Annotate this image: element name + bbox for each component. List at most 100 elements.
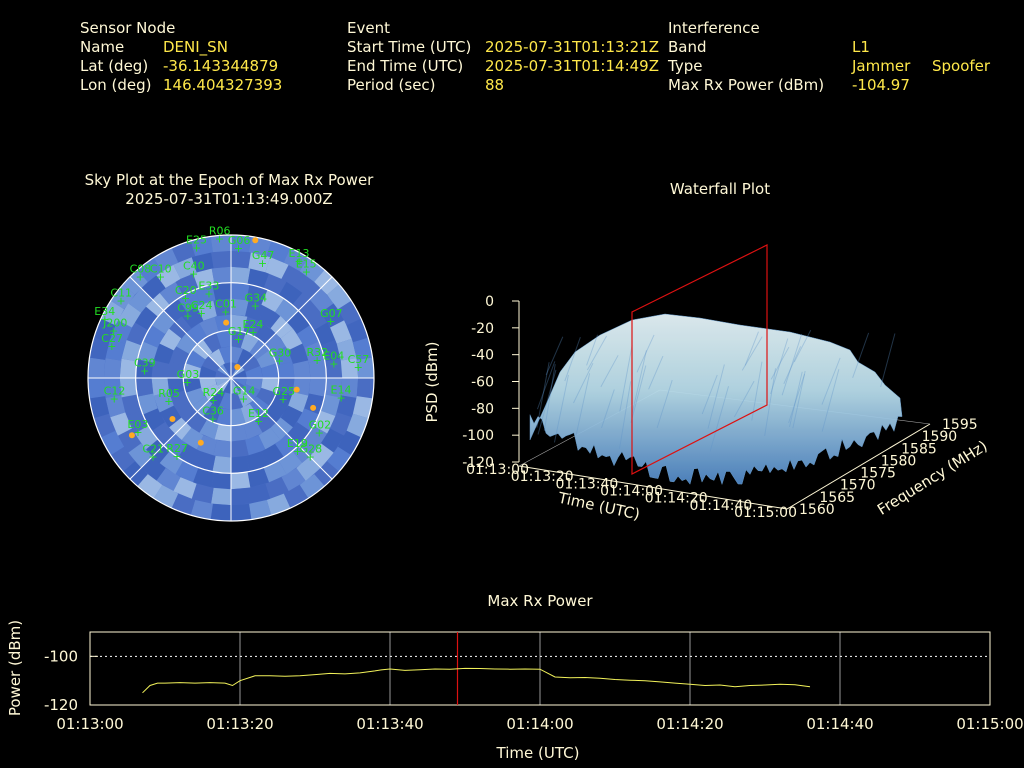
surface-shade [789, 371, 803, 427]
satellite-label: E24 [242, 318, 263, 331]
surface-shade [586, 334, 598, 366]
power-y-axis-label: Power (dBm) [6, 620, 24, 716]
satellite-marker: + [204, 288, 213, 301]
surface-shade [656, 379, 673, 429]
satellite-marker: + [234, 333, 243, 346]
lat-value: -36.143344879 [163, 57, 279, 75]
surface-shade [701, 374, 718, 415]
frequency-tick-label: 1580 [881, 453, 917, 469]
surface-shade [793, 329, 812, 363]
sensor-node-heading: Sensor Node [80, 19, 176, 37]
satellite-label: E15 [296, 257, 317, 270]
satellite-marker: + [306, 451, 315, 464]
satellite-label: E03 [127, 418, 148, 431]
satellite-label: C10 [150, 262, 172, 275]
satellite-label: C01 [215, 298, 237, 311]
lon-label: Lon (deg) [80, 76, 152, 94]
satellite-label: R06 [209, 225, 231, 238]
satellite-label: G28 [300, 443, 323, 456]
band-label: Band [668, 38, 707, 56]
surface-shade [821, 357, 841, 405]
start-time-value: 2025-07-31T01:13:21Z [485, 38, 659, 56]
satellite-label: G34 [245, 291, 268, 304]
satellite-marker: + [192, 242, 201, 255]
surface-shade [709, 386, 729, 452]
surface-shade [733, 380, 755, 418]
interference-point [310, 404, 317, 411]
power-y-tick-label: -100 [44, 647, 78, 665]
satellite-label: E34 [94, 305, 115, 318]
satellite-label: C40 [183, 259, 205, 272]
satellite-marker: + [337, 391, 346, 404]
surface-shade [648, 355, 664, 390]
time-tick-label: 01:14:40 [689, 498, 752, 514]
satellite-label: C11 [110, 287, 132, 300]
satellite-marker: + [312, 354, 321, 367]
surface-shade [545, 336, 564, 376]
time-tick-label: 01:13:20 [511, 469, 574, 485]
surface-shade [770, 338, 789, 395]
interference-point [128, 432, 135, 439]
satellite-label: C20 [175, 284, 197, 297]
surface-shade [553, 374, 569, 443]
satellite-marker: + [183, 310, 192, 323]
satellite-marker: + [258, 257, 267, 270]
z-tick-label: -80 [471, 401, 494, 417]
satellite-label: C27 [101, 332, 123, 345]
power-x-tick-label: 01:14:40 [806, 715, 873, 733]
satellite-label: G02 [309, 419, 332, 432]
satellite-label: R05 [158, 387, 180, 400]
satellite-label: C39 [134, 356, 156, 369]
end-time-value: 2025-07-31T01:14:49Z [485, 57, 659, 75]
satellite-marker: + [248, 326, 257, 339]
type-value-spoofer: Spoofer [932, 57, 991, 75]
sky-texture [88, 235, 374, 521]
satellite-marker: + [109, 324, 118, 337]
surface-shade [636, 334, 655, 373]
surface-shade [792, 370, 806, 429]
interference-heading: Interference [668, 19, 760, 37]
power-x-tick-label: 01:13:20 [206, 715, 273, 733]
satellite-label: C24 [191, 299, 213, 312]
skyplot-title: Sky Plot at the Epoch of Max Rx Power [84, 171, 374, 189]
surface-shade [852, 332, 870, 379]
z-tick-label: -100 [462, 428, 494, 444]
satellite-marker: + [133, 426, 142, 439]
satellite-marker: + [140, 364, 149, 377]
satellite-marker: + [116, 295, 125, 308]
satellite-marker: + [329, 358, 338, 371]
satellite-marker: + [254, 415, 263, 428]
satellite-label: G07 [320, 307, 343, 320]
time-tick-label: 01:15:00 [734, 505, 797, 521]
surface-shade [788, 373, 806, 424]
surface-shade [880, 333, 896, 388]
surface-shade [586, 335, 607, 371]
satellite-label: J200 [102, 316, 127, 329]
time-tick-label: 01:14:20 [645, 491, 708, 507]
satellite-label: C57 [348, 353, 370, 366]
satellite-marker: + [197, 307, 206, 320]
satellite-marker: + [107, 340, 116, 353]
surface-shade [783, 346, 802, 384]
satellite-marker: + [215, 233, 224, 246]
satellite-marker: + [209, 394, 218, 407]
satellite-marker: + [221, 306, 230, 319]
satellite-marker: + [208, 412, 217, 425]
satellite-marker: + [156, 270, 165, 283]
satellite-marker: + [136, 270, 145, 283]
lat-label: Lat (deg) [80, 57, 149, 75]
surface-shade [601, 389, 615, 429]
start-time-label: Start Time (UTC) [347, 38, 472, 56]
satellite-label: G30 [269, 347, 292, 360]
satellite-marker: + [295, 255, 304, 268]
sky-spoke-3 [129, 276, 333, 480]
surface-shade [619, 344, 633, 412]
satellite-label: E04 [323, 350, 344, 363]
satellite-label: E12 [248, 407, 269, 420]
type-label: Type [668, 57, 703, 75]
satellite-label: C12 [104, 385, 126, 398]
satellite-marker: + [189, 267, 198, 280]
